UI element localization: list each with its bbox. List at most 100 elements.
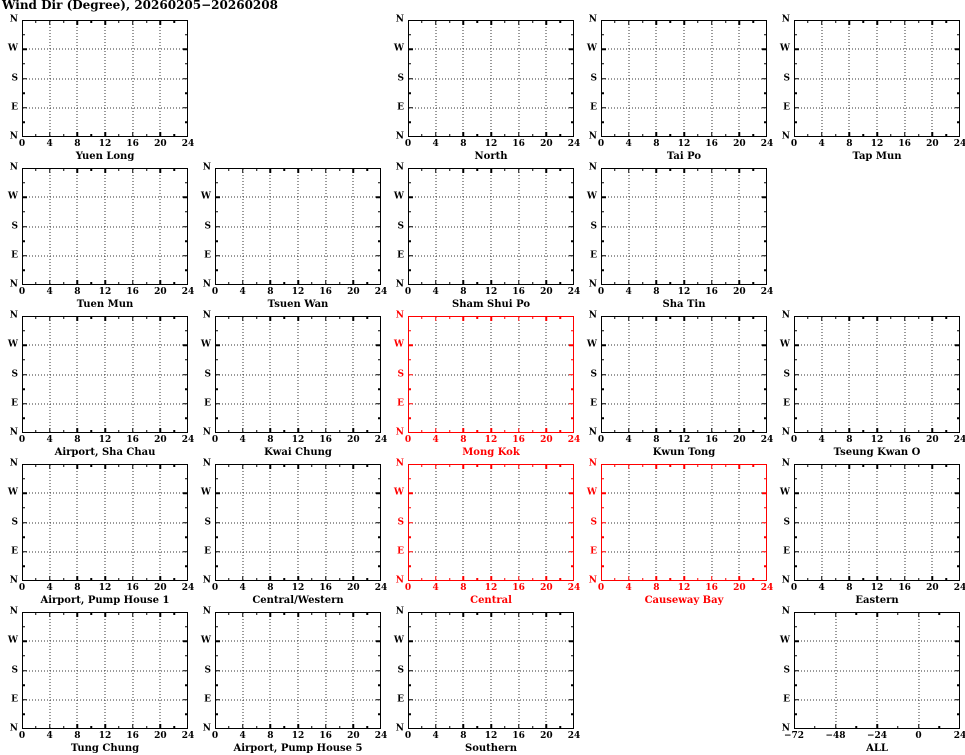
y-tick-mark	[22, 417, 25, 420]
x-tick-mark	[931, 464, 934, 469]
x-tick-mark	[131, 316, 134, 321]
x-tick-mark	[890, 316, 892, 319]
x-tick-mark	[338, 726, 341, 729]
horizontal-gridline	[602, 107, 766, 109]
y-tick-label: N	[781, 310, 790, 321]
y-tick-label: E	[204, 694, 211, 705]
y-tick-mark	[376, 373, 381, 376]
horizontal-gridline	[602, 492, 766, 494]
x-tick-mark	[848, 576, 851, 581]
x-tick-label: 12	[98, 583, 112, 593]
y-tick-label: N	[395, 310, 404, 321]
y-tick-mark	[22, 329, 25, 332]
x-tick-mark	[352, 464, 355, 469]
y-tick-mark	[185, 359, 188, 361]
x-tick-mark	[173, 578, 175, 581]
x-tick-mark	[834, 612, 837, 617]
x-tick-mark	[876, 576, 878, 581]
x-tick-label: 20	[347, 435, 360, 445]
x-tick-mark	[118, 134, 120, 137]
y-tick-mark	[601, 211, 604, 213]
x-tick-mark	[545, 612, 548, 617]
y-tick-mark	[794, 655, 797, 657]
y-tick-mark	[408, 196, 413, 198]
y-tick-mark	[571, 536, 574, 538]
x-tick-mark	[517, 576, 520, 581]
y-tick-label: N	[202, 162, 211, 173]
y-tick-mark	[957, 33, 960, 36]
x-tick-mark	[48, 724, 51, 729]
y-tick-mark	[408, 329, 411, 332]
x-tick-mark	[531, 726, 534, 729]
y-tick-mark	[794, 713, 797, 716]
y-tick-label: E	[397, 102, 404, 113]
x-tick-mark	[738, 132, 741, 137]
subplot-mong-kok: 0 4 8 12 16 20 24 N W S E N Mong Kok	[394, 311, 580, 458]
horizontal-gridline	[216, 403, 380, 405]
y-tick-mark	[571, 625, 574, 628]
y-tick-mark	[957, 359, 960, 361]
x-tick-label: 20	[540, 583, 553, 593]
x-tick-label: 16	[705, 435, 718, 445]
x-tick-mark	[917, 724, 920, 729]
x-tick-mark	[724, 282, 727, 285]
x-tick-mark	[228, 282, 230, 285]
y-tick-mark	[22, 713, 25, 716]
x-tick-mark	[145, 430, 148, 433]
x-tick-label: 8	[460, 287, 467, 297]
x-tick-mark	[90, 168, 92, 171]
x-tick-label: 24	[567, 139, 581, 149]
x-tick-mark	[931, 576, 934, 581]
x-tick-mark	[848, 132, 851, 137]
x-tick-mark	[35, 464, 37, 467]
y-tick-label: N	[9, 575, 18, 586]
horizontal-gridline	[216, 255, 380, 257]
y-tick-label: W	[779, 43, 790, 54]
x-tick-label: 24	[953, 583, 965, 593]
x-tick-label: 16	[319, 287, 332, 297]
x-tick-mark	[62, 134, 65, 137]
y-tick-mark	[764, 181, 767, 184]
x-tick-mark	[697, 316, 699, 319]
y-tick-mark	[378, 417, 381, 420]
y-tick-mark	[215, 521, 220, 524]
x-tick-label: 4	[432, 583, 439, 593]
subplot-southern: 0 4 8 12 16 20 24 N W S E N Southern	[394, 607, 580, 754]
x-tick-mark	[462, 316, 465, 321]
x-tick-mark	[366, 464, 368, 467]
y-tick-mark	[185, 625, 188, 628]
x-tick-mark	[669, 430, 671, 433]
horizontal-gridline	[23, 403, 187, 405]
y-tick-label: E	[204, 398, 211, 409]
x-tick-mark	[834, 20, 837, 23]
x-tick-mark	[876, 428, 878, 433]
y-tick-mark	[215, 713, 218, 716]
x-tick-mark	[820, 464, 823, 469]
y-tick-label: W	[779, 339, 790, 350]
x-tick-label: 4	[239, 583, 246, 593]
y-tick-label: N	[395, 427, 404, 438]
horizontal-gridline	[795, 670, 959, 671]
x-tick-mark	[903, 428, 906, 433]
x-tick-mark	[531, 316, 534, 319]
y-tick-mark	[22, 211, 25, 213]
x-tick-mark	[35, 578, 37, 581]
x-tick-mark	[476, 282, 478, 285]
x-tick-mark	[641, 430, 644, 433]
y-tick-mark	[794, 640, 799, 642]
x-tick-mark	[255, 612, 258, 615]
y-tick-label: S	[783, 369, 791, 379]
x-tick-mark	[655, 168, 658, 173]
x-tick-mark	[517, 316, 520, 321]
x-tick-mark	[752, 134, 754, 137]
horizontal-gridline	[23, 670, 187, 671]
x-tick-mark	[104, 428, 106, 433]
x-tick-mark	[462, 20, 465, 25]
y-tick-label: E	[204, 250, 211, 261]
y-tick-mark	[408, 403, 413, 405]
y-tick-mark	[794, 359, 797, 361]
horizontal-gridline	[23, 551, 187, 553]
x-tick-mark	[173, 282, 175, 285]
y-tick-label: N	[9, 427, 18, 438]
y-tick-label: S	[204, 665, 212, 675]
